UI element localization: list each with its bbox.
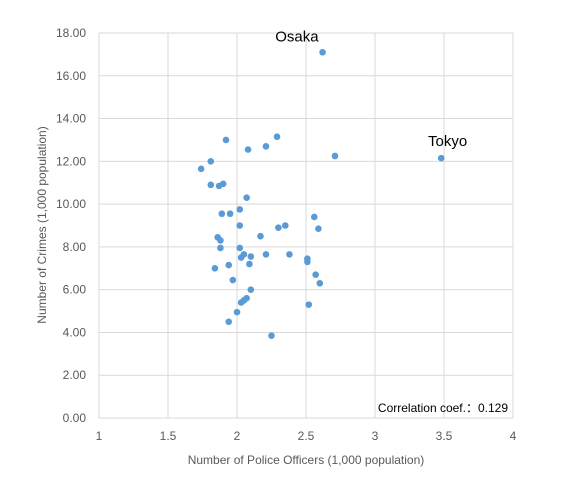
data-point	[305, 301, 313, 308]
data-point	[331, 152, 339, 160]
data-point	[207, 158, 215, 165]
data-point	[268, 332, 275, 339]
data-point	[247, 253, 255, 260]
y-tick-label: 12.00	[56, 154, 86, 168]
data-point	[257, 232, 264, 240]
data-point	[286, 251, 293, 258]
data-point	[226, 210, 234, 218]
x-tick-label: 4	[510, 429, 517, 443]
data-point	[319, 48, 326, 56]
data-point	[233, 308, 241, 316]
y-tick-label: 2.00	[63, 368, 87, 382]
y-tick-label: 14.00	[56, 112, 86, 126]
grid-lines	[98, 32, 514, 419]
data-point	[282, 222, 289, 229]
data-point	[316, 279, 324, 287]
x-tick-label: 2	[234, 429, 241, 443]
data-point	[219, 180, 227, 188]
y-tick-label: 18.00	[56, 26, 86, 40]
x-tick-label: 1.5	[160, 429, 177, 443]
data-point	[225, 261, 233, 269]
y-tick-label: 16.00	[56, 69, 86, 83]
data-point	[310, 213, 318, 221]
point-annotation: Osaka	[275, 28, 319, 45]
data-point	[247, 286, 255, 293]
y-tick-label: 4.00	[63, 325, 87, 339]
data-point	[315, 225, 322, 233]
data-point	[222, 136, 230, 144]
data-point	[237, 299, 245, 306]
point-annotation: Tokyo	[428, 133, 467, 150]
data-point	[312, 271, 319, 278]
data-point	[304, 258, 311, 266]
data-point	[229, 276, 237, 284]
data-point	[236, 244, 244, 252]
correlation-note: Correlation coef.：0.129	[378, 401, 508, 415]
data-point	[237, 254, 245, 261]
y-axis-title: Number of Crimes (1,000 population)	[35, 126, 49, 323]
data-point	[207, 181, 215, 189]
data-point	[262, 251, 270, 258]
data-point	[225, 318, 233, 326]
data-point	[236, 222, 244, 229]
data-point	[243, 194, 250, 201]
point-annotations: Osaka Tokyo	[275, 28, 467, 150]
data-points	[197, 48, 445, 339]
x-tick-label: 3	[372, 429, 379, 443]
data-point	[217, 244, 224, 252]
data-point	[244, 146, 252, 153]
y-tick-label: 0.00	[63, 411, 87, 425]
data-point	[218, 210, 226, 218]
data-point	[211, 264, 219, 272]
data-point	[262, 143, 270, 150]
y-tick-label: 6.00	[63, 283, 87, 297]
x-tick-label: 1	[96, 429, 103, 443]
x-axis-title: Number of Police Officers (1,000 populat…	[188, 453, 425, 467]
x-tick-label: 2.5	[298, 429, 315, 443]
data-point	[246, 260, 253, 268]
tick-labels: 1 1.5 2 2.5 3 3.5 4 0.00 2.00 4.00 6.00 8.00 10.00 12…	[56, 26, 517, 443]
data-point	[217, 237, 224, 244]
data-point	[273, 133, 281, 141]
y-tick-label: 8.00	[63, 240, 87, 254]
data-point	[197, 165, 205, 173]
data-point	[437, 154, 445, 162]
y-tick-label: 10.00	[56, 197, 86, 211]
x-tick-label: 3.5	[436, 429, 453, 443]
data-point	[275, 224, 282, 231]
data-point	[236, 206, 244, 213]
